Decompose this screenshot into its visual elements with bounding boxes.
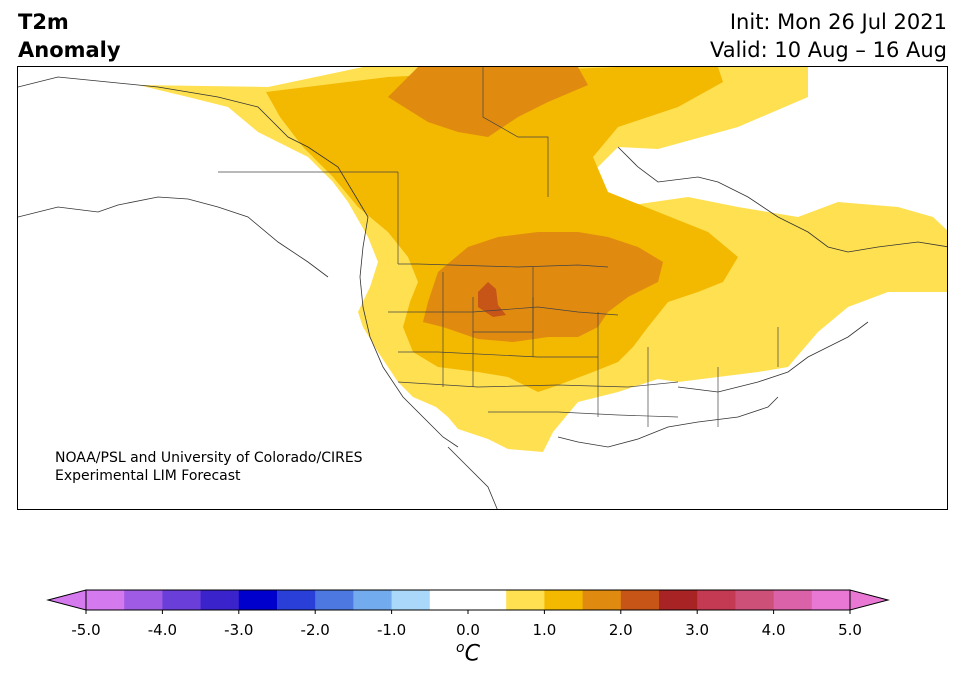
unit-label: oC [448, 640, 488, 666]
anomaly-region-warm [388, 67, 663, 342]
colorbar-swatch [582, 590, 622, 610]
colorbar-tick-label: 1.0 [532, 621, 557, 639]
colorbar-swatch [506, 590, 545, 610]
colorbar-tick-label: 4.0 [761, 621, 786, 639]
anomaly-region-hot [478, 282, 506, 317]
coastlines [18, 76, 947, 509]
colorbar-swatch [86, 590, 125, 610]
colorbar-swatch [468, 590, 507, 610]
colorbar-swatch [391, 590, 431, 610]
colorbar-tick-label: 0.0 [456, 621, 480, 639]
colorbar-swatch [697, 590, 736, 610]
colorbar-tick-label: 3.0 [685, 621, 710, 639]
anomaly-region-medium [266, 67, 738, 392]
colorbar-tick-label: -4.0 [147, 621, 178, 639]
colorbar-swatch [773, 590, 813, 610]
map-title: T2m Anomaly [18, 8, 121, 64]
colorbar-tick-label: 5.0 [838, 621, 862, 639]
colorbar-tick-label: -2.0 [300, 621, 330, 639]
title-line-1: T2m [18, 10, 69, 34]
credit-line-1: NOAA/PSL and University of Colorado/CIRE… [55, 450, 363, 466]
colorbar-swatch [315, 590, 354, 610]
unit-text: C [464, 641, 480, 667]
colorbar [46, 589, 890, 614]
credit-text: NOAA/PSL and University of Colorado/CIRE… [55, 449, 363, 485]
unit-superscript: o [456, 640, 465, 656]
colorbar-tick-label: -3.0 [224, 621, 254, 639]
colorbar-swatch [124, 590, 163, 610]
colorbar-swatch [353, 590, 393, 610]
colorbar-swatch [200, 590, 240, 610]
colorbar-swatch [811, 590, 851, 610]
colorbar-tick-label: -1.0 [376, 621, 407, 639]
anomaly-map [17, 66, 948, 510]
colorbar-swatch [162, 590, 202, 610]
colorbar-swatch [277, 590, 316, 610]
colorbar-swatch [735, 590, 775, 610]
colorbar-swatch [659, 590, 698, 610]
valid-range: Valid: 10 Aug – 16 Aug [709, 38, 947, 62]
borders [218, 67, 779, 427]
colorbar-max-arrow [849, 589, 890, 611]
colorbar-swatch [620, 590, 660, 610]
colorbar-swatch [544, 590, 584, 610]
forecast-dates: Init: Mon 26 Jul 2021 Valid: 10 Aug – 16… [710, 8, 947, 64]
colorbar-tick-label: -5.0 [71, 621, 101, 639]
colorbar-swatch [429, 590, 469, 610]
title-line-2: Anomaly [18, 38, 121, 62]
init-date: Init: Mon 26 Jul 2021 [729, 10, 947, 34]
colorbar-min-arrow [46, 589, 87, 611]
colorbar-swatch [238, 590, 278, 610]
map-canvas [18, 67, 947, 509]
colorbar-tick-label: 2.0 [608, 621, 633, 639]
credit-line-2: Experimental LIM Forecast [55, 468, 241, 484]
